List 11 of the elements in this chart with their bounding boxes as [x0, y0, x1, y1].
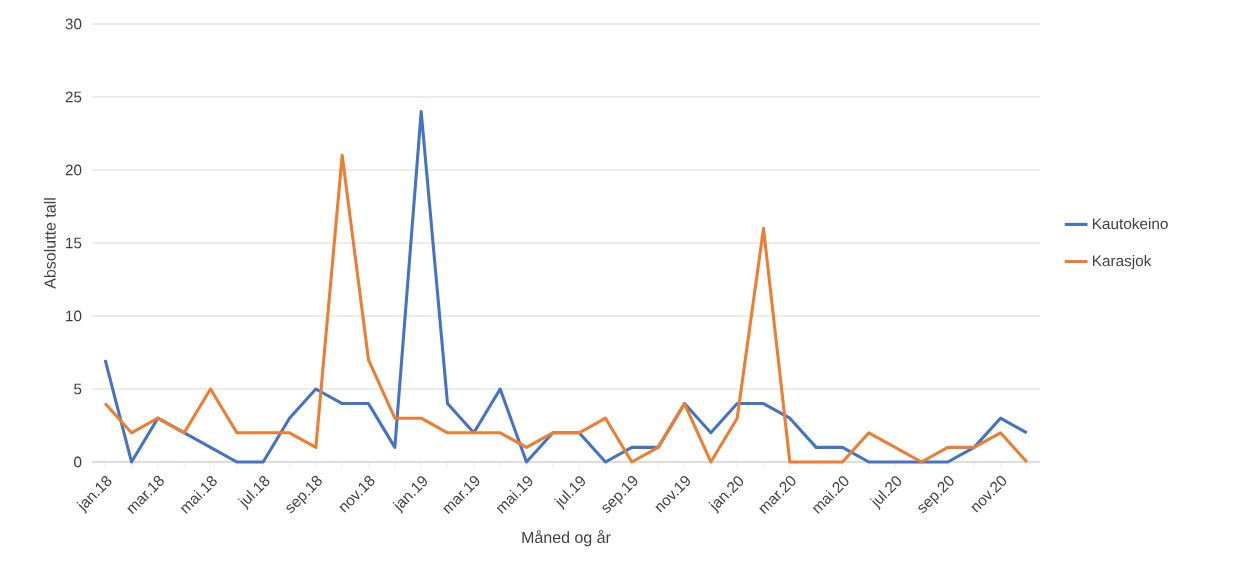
- legend-label: Kautokeino: [1092, 217, 1168, 230]
- y-axis-title: Absolutte tall: [44, 198, 56, 289]
- y-tick-label: 10: [66, 310, 82, 322]
- x-axis-title: Måned og år: [522, 530, 611, 547]
- y-tick-label: 20: [65, 164, 82, 176]
- legend-label: Karasjok: [1092, 255, 1152, 270]
- y-tick-label: 0: [74, 456, 82, 468]
- y-tick-label: 25: [65, 91, 82, 103]
- y-tick-label: 15: [66, 237, 82, 249]
- y-tick-label: 30: [65, 18, 82, 30]
- y-tick-label: 5: [74, 383, 82, 395]
